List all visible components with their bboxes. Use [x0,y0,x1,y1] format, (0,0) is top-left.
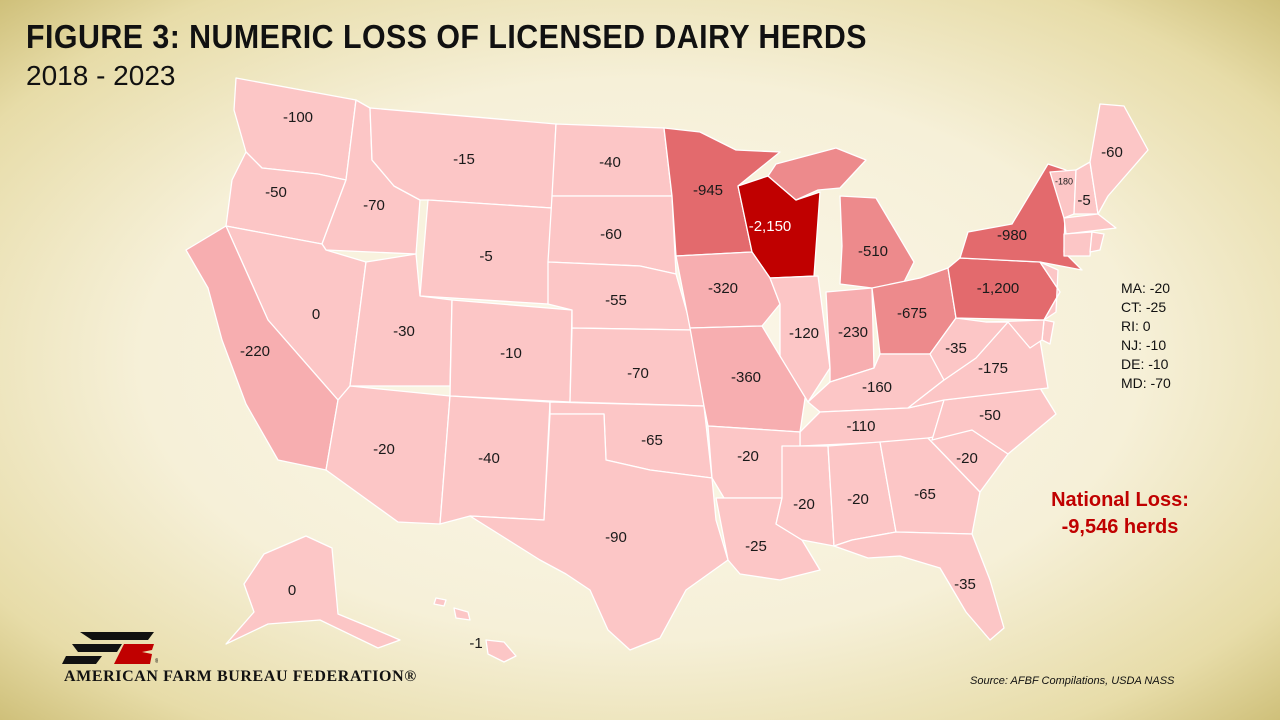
label-sd: -60 [600,226,622,243]
label-nc: -50 [979,407,1001,424]
state-fl [833,531,1005,641]
label-sc: -20 [956,450,978,467]
label-mo: -360 [731,369,761,386]
logo-trademark: ® [155,658,158,665]
label-ky: -160 [862,379,892,396]
label-in: -230 [838,324,868,341]
label-ar: -20 [737,448,759,465]
label-mi: -510 [858,243,888,260]
label-va: -175 [978,360,1008,377]
state-mi [767,147,867,201]
label-az: -20 [373,441,395,458]
label-ga: -65 [914,486,936,503]
label-oh: -675 [897,305,927,322]
label-me: -60 [1101,144,1123,161]
label-nh: -5 [1077,192,1090,209]
label-ne: -55 [605,292,627,309]
state-ca [185,225,339,471]
label-mt: -15 [453,151,475,168]
state-tx [469,413,729,651]
state-hi-islands-2 [453,607,471,621]
label-or: -50 [265,184,287,201]
afbf-logo-icon: ® FB [62,630,158,665]
figure-subtitle: 2018 - 2023 [26,60,176,91]
label-al: -20 [847,491,869,508]
label-vt: -180 [1055,176,1073,186]
state-nj [1039,261,1061,321]
state-ct [1063,231,1093,257]
national-loss: National Loss: -9,546 herds [1040,487,1200,541]
label-wi: -2,150 [749,218,792,235]
label-hi: -1 [469,635,482,652]
label-wv: -35 [945,340,967,357]
label-id: -70 [363,197,385,214]
source-note: Source: AFBF Compilations, USDA NASS [970,675,1175,687]
state-ak [225,535,401,649]
label-co: -10 [500,345,522,362]
state-mo [689,325,807,433]
label-ny: -980 [997,227,1027,244]
state-value-labels: -100 -50 -70 -15 -40 -5 -60 -55 0 -220 -… [240,109,1123,652]
small-state-de: DE: -10 [1121,356,1169,372]
label-nd: -40 [599,154,621,171]
label-ok: -65 [641,432,663,449]
label-ca: -220 [240,343,270,360]
organization-name: AMERICAN FARM BUREAU FEDERATION® [64,668,417,685]
label-nv: 0 [312,306,320,323]
label-ak: 0 [288,582,296,599]
state-md [985,319,1045,349]
state-hi [485,639,517,663]
label-ut: -30 [393,323,415,340]
label-il: -120 [789,325,819,342]
label-la: -25 [745,538,767,555]
label-wa: -100 [283,109,313,126]
label-tx: -90 [605,529,627,546]
state-ri [1089,231,1105,253]
label-ms: -20 [793,496,815,513]
small-states-list: MA: -20 CT: -25 RI: 0 NJ: -10 DE: -10 MD… [1121,279,1171,393]
small-state-md: MD: -70 [1121,375,1171,391]
figure-title: FIGURE 3: NUMERIC LOSS OF LICENSED DAIRY… [26,18,867,55]
small-state-nj: NJ: -10 [1121,337,1167,353]
small-state-ri: RI: 0 [1121,318,1151,334]
label-ia: -320 [708,280,738,297]
state-ny [959,163,1083,271]
national-loss-label: National Loss: [1051,489,1189,511]
small-state-ct: CT: -25 [1121,299,1167,315]
small-state-ma: MA: -20 [1121,280,1171,296]
state-hi-islands [433,597,447,607]
label-pa: -1,200 [977,280,1020,297]
state-ga [879,437,981,535]
state-ma [1063,213,1117,235]
label-ks: -70 [627,365,649,382]
label-fl: -35 [954,576,976,593]
logo-text: FB [62,630,64,631]
label-nm: -40 [478,450,500,467]
label-wy: -5 [479,248,492,265]
label-tn: -110 [847,418,876,435]
label-mn: -945 [693,182,723,199]
national-loss-value: -9,546 herds [1061,516,1179,538]
